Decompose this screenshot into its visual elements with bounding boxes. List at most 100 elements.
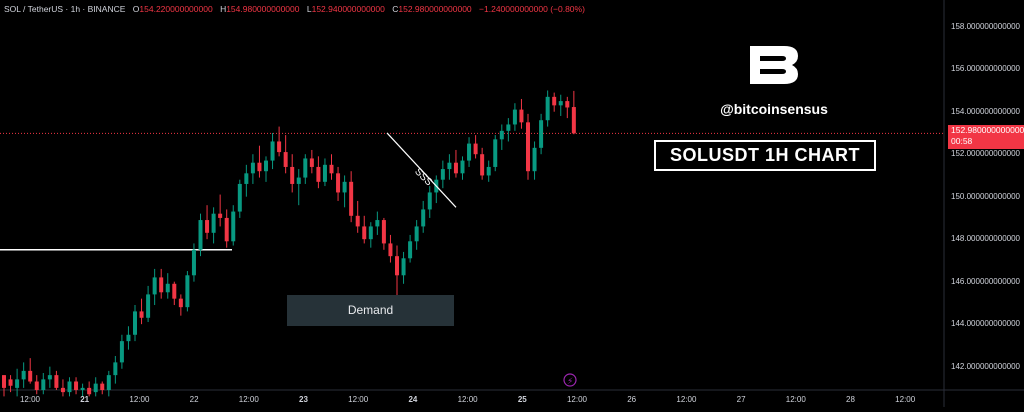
high-value: 154.980000000000 xyxy=(226,4,300,14)
current-price-value: 152.980000000000 xyxy=(951,125,1024,135)
candle-body xyxy=(381,220,386,244)
bitcoinsensus-logo-icon xyxy=(750,46,798,84)
time-tick-label: 23 xyxy=(299,395,308,404)
candle-body xyxy=(277,141,282,153)
time-tick-label: 25 xyxy=(517,395,527,404)
candle-body xyxy=(290,166,295,184)
candle-body xyxy=(565,101,570,108)
candle-body xyxy=(395,256,399,276)
candle-body xyxy=(106,375,111,390)
candle-body xyxy=(512,109,517,125)
bar-countdown: 00:58 xyxy=(951,136,973,146)
price-tick-label: 158.000000000000 xyxy=(951,21,1020,31)
price-tick-label: 154.000000000000 xyxy=(951,106,1020,116)
candle-body xyxy=(453,162,458,174)
candle-body xyxy=(119,341,124,363)
candle-body xyxy=(67,381,72,393)
candle-body xyxy=(539,120,544,148)
price-tick-label: 148.000000000000 xyxy=(951,234,1020,244)
candle-body xyxy=(519,109,524,123)
candle-body xyxy=(87,387,92,395)
time-tick-label: 24 xyxy=(408,395,418,404)
candle-body xyxy=(211,213,216,233)
candle-body xyxy=(329,164,334,174)
candle-body xyxy=(218,213,223,218)
candle-body xyxy=(427,192,432,210)
candle-body xyxy=(54,375,59,388)
candle-body xyxy=(237,183,242,212)
time-tick-label: 12:00 xyxy=(457,395,478,404)
price-tick-label: 146.000000000000 xyxy=(951,276,1020,286)
candle-body xyxy=(545,96,550,121)
bolt-icon xyxy=(563,373,577,387)
candle-body xyxy=(191,249,196,276)
candle-body xyxy=(467,143,472,161)
time-tick-label: 12:00 xyxy=(785,395,806,404)
candle-body xyxy=(8,379,13,386)
candle-body xyxy=(408,241,413,259)
change-value: −1.240000000000 (−0.80%) xyxy=(479,4,585,14)
candle-body xyxy=(126,334,131,342)
time-tick-label: 27 xyxy=(736,395,746,404)
candle-body xyxy=(165,283,170,293)
candle-body xyxy=(552,96,557,106)
candle-body xyxy=(499,130,504,140)
sss-label: SSS xyxy=(412,166,434,188)
candle-body xyxy=(60,387,65,393)
low-value: 152.940000000000 xyxy=(311,4,385,14)
candle-body xyxy=(231,211,236,242)
candle-body xyxy=(205,220,210,233)
candle-body xyxy=(80,387,85,390)
candle-body xyxy=(336,173,341,193)
candle-body xyxy=(388,243,393,257)
candle-body xyxy=(447,162,452,170)
candle-body xyxy=(2,375,6,388)
candle-body xyxy=(309,158,314,167)
close-value: 152.980000000000 xyxy=(398,4,472,14)
candle-body xyxy=(178,298,183,308)
candle-body xyxy=(532,147,537,172)
price-tick-label: 142.000000000000 xyxy=(951,361,1020,371)
candle-body xyxy=(185,275,190,308)
candle-body xyxy=(100,383,105,390)
low-label: L xyxy=(306,4,312,14)
bolt-glyph: ⚡ xyxy=(567,377,573,387)
candle-body xyxy=(250,162,255,174)
candle-body xyxy=(264,160,268,172)
time-tick-label: 12:00 xyxy=(19,395,41,404)
candle-body xyxy=(421,209,426,227)
price-tick-label: 152.000000000000 xyxy=(951,149,1020,159)
candle-body xyxy=(349,181,354,216)
time-tick-label: 12:00 xyxy=(676,395,697,404)
time-tick-label: 12:00 xyxy=(129,395,150,404)
time-tick-label: 12:00 xyxy=(566,395,588,404)
candle-body xyxy=(139,311,144,318)
candle-body xyxy=(414,226,419,242)
open-value: 154.220000000000 xyxy=(139,4,213,14)
candle-body xyxy=(375,220,380,227)
current-price-tag: 152.980000000000 00:58 xyxy=(948,125,1024,149)
time-tick-label: 12:00 xyxy=(348,395,369,404)
candle-body xyxy=(526,122,530,172)
chart-title-box: SOLUSDT 1H CHART xyxy=(654,140,876,171)
candle-body xyxy=(34,381,39,390)
candle-body xyxy=(322,164,327,182)
candle-body xyxy=(283,152,288,167)
candle-body xyxy=(47,375,52,380)
price-tick-label: 144.000000000000 xyxy=(951,319,1020,329)
candle-body xyxy=(493,139,498,167)
candle-body xyxy=(21,370,26,380)
time-tick-label: 12:00 xyxy=(238,395,259,404)
candle-body xyxy=(460,160,465,174)
candle-body xyxy=(506,124,511,131)
symbol-name[interactable]: SOL / TetherUS · 1h · BINANCE xyxy=(4,4,126,14)
candle-body xyxy=(198,220,203,250)
candle-body xyxy=(558,101,563,106)
demand-zone[interactable]: Demand xyxy=(287,295,454,326)
trendline xyxy=(386,132,457,208)
price-tick-label: 150.000000000000 xyxy=(951,191,1020,201)
candle-body xyxy=(224,217,229,242)
candle-body xyxy=(28,370,33,382)
